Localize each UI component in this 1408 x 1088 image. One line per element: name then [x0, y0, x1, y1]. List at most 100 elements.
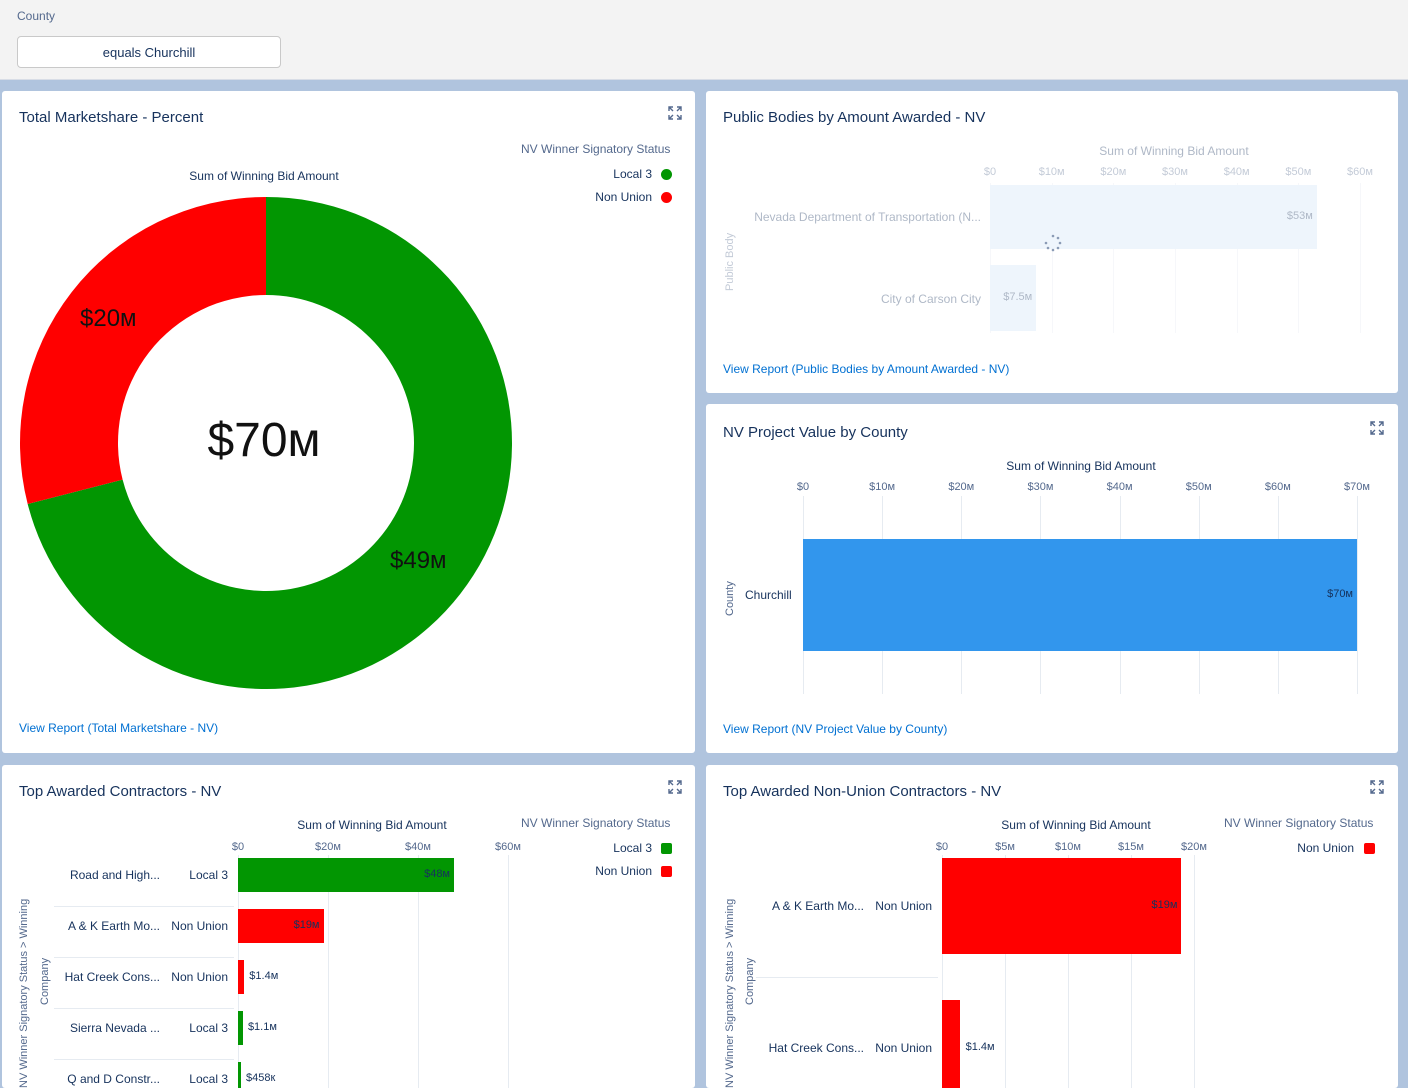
chart-subtitle: Sum of Winning Bid Amount — [189, 169, 339, 183]
row-separator — [54, 1008, 234, 1009]
axis-tick-label: $0 — [231, 841, 245, 853]
row-company-label: Hat Creek Cons... — [768, 1041, 864, 1055]
gridline — [1298, 183, 1300, 333]
donut-slice-non-union[interactable] — [19, 197, 266, 504]
bar — [990, 265, 1037, 331]
row-status-label: Local 3 — [189, 1072, 228, 1086]
gridline — [1175, 183, 1176, 333]
gridline — [942, 855, 943, 1088]
bar-value-label: $1.1м — [247, 1021, 277, 1033]
y-axis-title: County — [724, 581, 736, 616]
row-separator — [54, 957, 234, 958]
axis-tick-label: $30м — [1027, 481, 1054, 493]
axis-tick-label: $0 — [983, 166, 997, 178]
bar — [238, 1062, 241, 1088]
legend-swatch-local3 — [661, 843, 672, 854]
axis-tick-label: $15м — [1118, 841, 1144, 853]
card-public-bodies: Public Bodies by Amount Awarded - NV Sum… — [706, 91, 1398, 393]
bar — [990, 185, 1317, 249]
axis-tick-label: $40м — [1106, 481, 1133, 493]
row-company-label: Road and High... — [69, 868, 160, 882]
axis-tick-label: $10м — [869, 481, 896, 493]
gridline — [1236, 183, 1238, 333]
bar-value-label: $7.5м — [1003, 291, 1033, 303]
card-project-value-by-county: NV Project Value by County Sum of Winnin… — [706, 404, 1398, 753]
donut-center-value: $70м — [207, 414, 321, 467]
bar-value-label: $70м — [1327, 588, 1353, 600]
expand-icon[interactable] — [1370, 780, 1384, 794]
legend-swatch-non-union — [661, 866, 672, 877]
axis-tick-label: $60м — [1347, 166, 1373, 178]
card-title: Public Bodies by Amount Awarded - NV — [723, 109, 986, 126]
gridline — [1131, 855, 1132, 1088]
loading-overlay: Sum of Winning Bid Amount $0 $10м $20м $30м… — [706, 91, 1398, 351]
legend-item-non-union: Non Union — [595, 864, 652, 878]
legend-item-non-union: Non Union — [1297, 841, 1354, 855]
axis-tick-label: $0 — [935, 841, 949, 853]
bar-value-label: $19м — [1151, 899, 1178, 911]
y-axis-title-company: Company — [39, 957, 51, 1005]
bar-value-label: $1.4м — [965, 1041, 995, 1053]
bar — [238, 909, 324, 943]
view-report-link[interactable]: View Report (NV Project Value by County) — [723, 722, 948, 736]
bar — [238, 1011, 243, 1045]
axis-tick-label: $50м — [1285, 166, 1312, 178]
axis-tick-label: $40м — [405, 841, 431, 853]
legend-title: NV Winner Signatory Status — [521, 816, 671, 830]
axis-title: Sum of Winning Bid Amount — [1099, 144, 1249, 158]
row-separator — [54, 1059, 234, 1060]
legend-dot-non-union — [661, 192, 672, 203]
bar-value-label: $1.4м — [249, 970, 279, 982]
card-title: Total Marketshare - Percent — [19, 109, 204, 126]
gridline — [1357, 496, 1358, 694]
y-axis-title: NV Winner Signatory Status > Winning — [724, 898, 736, 1088]
row-company-label: A & K Earth Mo... — [771, 899, 864, 913]
axis-tick-label: $20м — [948, 481, 975, 493]
axis-tick-label: $70м — [1344, 481, 1370, 493]
row-separator — [54, 906, 234, 907]
legend-item-local3: Local 3 — [613, 841, 652, 855]
row-status-label: Local 3 — [189, 1021, 228, 1035]
card-top-contractors: Top Awarded Contractors - NV Sum of Winn… — [2, 765, 695, 1088]
row-status-label: Non Union — [875, 899, 932, 913]
bar-value-label: $53м — [1286, 210, 1313, 222]
view-report-link[interactable]: View Report (Total Marketshare - NV) — [19, 721, 219, 735]
gridline — [990, 183, 991, 333]
row-status-label: Local 3 — [189, 868, 228, 882]
card-title: NV Project Value by County — [723, 424, 908, 441]
gridline — [328, 855, 329, 1088]
gridline — [1113, 183, 1115, 333]
spinner-icon — [1044, 234, 1062, 252]
axis-title: Sum of Winning Bid Amount — [297, 818, 447, 832]
axis-tick-label: $50м — [1185, 481, 1212, 493]
gridline — [508, 855, 509, 1088]
bar — [942, 1000, 960, 1088]
axis-tick-label: $60м — [495, 841, 521, 853]
gridline — [418, 855, 419, 1088]
y-axis-title: NV Winner Signatory Status > Winning — [18, 898, 30, 1088]
axis-title: Sum of Winning Bid Amount — [1001, 818, 1151, 832]
gridline — [1194, 855, 1195, 1088]
legend-dot-local3 — [661, 169, 672, 180]
county-filter-input[interactable]: equals Churchill — [17, 36, 281, 68]
bar — [238, 858, 454, 892]
expand-icon[interactable] — [668, 106, 682, 120]
card-top-non-union-contractors: Top Awarded Non-Union Contractors - NV S… — [706, 765, 1398, 1088]
legend-swatch-non-union — [1364, 843, 1375, 854]
donut-slice-local3[interactable] — [27, 197, 512, 689]
row-status-label: Non Union — [171, 970, 228, 984]
axis-title: Sum of Winning Bid Amount — [1006, 459, 1156, 473]
row-company-label: Sierra Nevada ... — [69, 1021, 160, 1035]
legend-item-local3: Local 3 — [613, 167, 652, 181]
row-company-label: Q and D Constr... — [67, 1072, 160, 1086]
bar-value-label: $19м — [293, 919, 320, 931]
bar-value-label: $458к — [246, 1072, 276, 1084]
bar — [803, 539, 1357, 651]
gridline — [1068, 855, 1069, 1088]
view-report-link[interactable]: View Report (Public Bodies by Amount Awa… — [723, 362, 1010, 376]
donut-chart — [19, 197, 512, 689]
card-title: Top Awarded Non-Union Contractors - NV — [723, 783, 1002, 800]
axis-tick-label: $5м — [995, 841, 1015, 853]
expand-icon[interactable] — [668, 780, 682, 794]
expand-icon[interactable] — [1370, 421, 1384, 435]
